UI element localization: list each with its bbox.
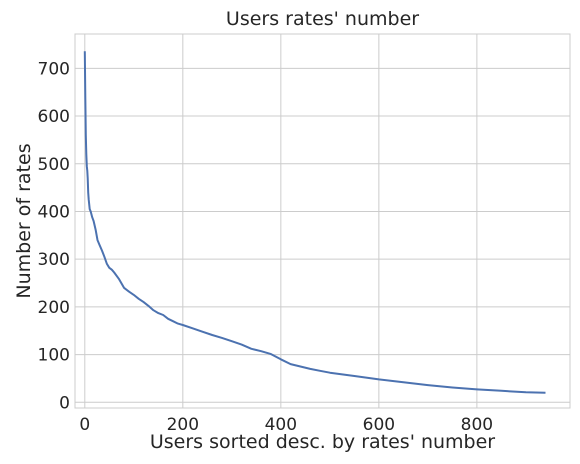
y-tick-label: 100 <box>38 346 70 366</box>
y-tick-label: 200 <box>38 298 70 318</box>
y-tick-label: 500 <box>38 155 70 175</box>
series-line <box>83 51 546 394</box>
y-tick-label: 700 <box>38 59 70 79</box>
y-axis-label: Number of rates <box>13 143 35 298</box>
y-axis-ticks: 0 100 200 300 400 500 600 700 <box>38 59 70 413</box>
x-axis-ticks: 0 200 400 600 800 <box>79 415 493 435</box>
y-tick-label: 600 <box>38 107 70 127</box>
x-tick-label: 800 <box>461 415 493 435</box>
plot-frame <box>74 33 571 409</box>
grid-lines <box>75 34 570 408</box>
x-tick-label: 600 <box>363 415 395 435</box>
x-axis-label: Users sorted desc. by rates' number <box>150 431 495 453</box>
series-group <box>83 51 546 394</box>
y-tick-label: 0 <box>59 393 70 413</box>
x-tick-label: 200 <box>167 415 199 435</box>
y-tick-label: 300 <box>38 250 70 270</box>
x-tick-label: 0 <box>79 415 90 435</box>
chart-title: Users rates' number <box>226 8 419 30</box>
y-tick-label: 400 <box>38 202 70 222</box>
x-tick-label: 400 <box>265 415 297 435</box>
